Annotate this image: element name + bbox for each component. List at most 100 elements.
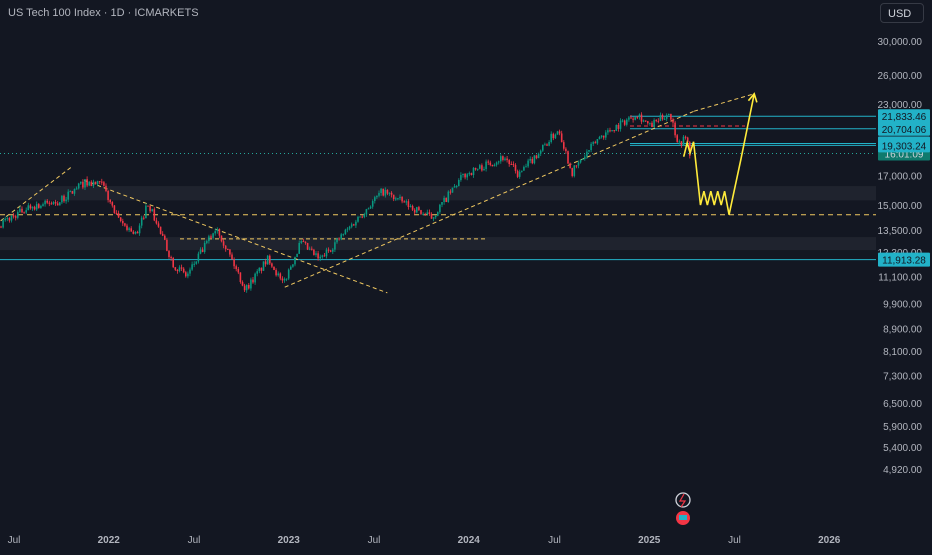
candle-body — [54, 202, 57, 204]
time-tick-label: Jul — [548, 535, 561, 546]
candle-body — [529, 158, 531, 161]
candle-body — [508, 160, 510, 165]
candle-body — [258, 267, 261, 272]
candle-body — [640, 114, 643, 122]
candle-body — [359, 216, 361, 218]
candle-body — [88, 181, 90, 186]
candle-body — [434, 215, 437, 218]
price-tick-label: 7,300.00 — [883, 371, 922, 382]
candle-body — [159, 226, 162, 234]
candle-body — [384, 189, 387, 196]
trendline — [693, 93, 755, 112]
candle-body — [548, 141, 550, 146]
candle-body — [550, 133, 552, 142]
candle-body — [613, 130, 615, 132]
candle-body — [75, 188, 78, 190]
price-label-text: 19,303.24 — [882, 141, 927, 152]
candle-body — [552, 133, 555, 139]
candle-body — [6, 218, 9, 220]
price-label-text: 11,913.28 — [882, 256, 926, 267]
candle-body — [233, 259, 235, 267]
candle-body — [94, 181, 97, 185]
candle-body — [71, 191, 74, 194]
candle-body — [77, 183, 80, 189]
time-tick-label: 2025 — [638, 535, 661, 546]
candle-body — [598, 136, 601, 140]
candle-body — [319, 256, 321, 259]
candle-body — [185, 272, 187, 277]
candle-body — [300, 241, 303, 243]
candle-body — [90, 181, 93, 187]
candle-body — [447, 191, 450, 202]
candle-body — [187, 273, 189, 277]
candle-body — [558, 131, 561, 134]
candle-body — [290, 266, 292, 270]
candle-body — [428, 212, 431, 215]
time-axis: Jul 2022 Jul 2023 Jul 2024 Jul 2025 Jul 2026 — [8, 535, 841, 546]
candle-body — [124, 223, 126, 226]
candle-body — [84, 179, 86, 188]
price-label-box — [878, 252, 930, 267]
candle-body — [67, 191, 69, 200]
candle-body — [518, 171, 521, 177]
candle-body — [686, 137, 689, 143]
candle-body — [485, 161, 487, 169]
candle-body — [27, 205, 30, 211]
candle-body — [273, 266, 275, 271]
candle-body — [628, 117, 630, 120]
candle-body — [571, 168, 573, 176]
candle-body — [395, 198, 397, 200]
candle-body — [128, 228, 130, 230]
candle-body — [174, 267, 177, 270]
candle-body — [134, 231, 137, 234]
tools — [675, 492, 691, 525]
candle-body — [332, 249, 334, 252]
candle-body — [516, 170, 519, 177]
candle-body — [140, 217, 143, 226]
flash-icon — [675, 492, 691, 508]
candle-body — [101, 181, 103, 183]
candle-body — [451, 187, 454, 193]
candle-body — [357, 216, 359, 222]
candle-body — [659, 114, 662, 121]
candle-body — [455, 186, 458, 188]
candle-body — [21, 208, 23, 213]
chart-title: US Tech 100 Index · 1D · ICMARKETS — [8, 7, 199, 19]
price-tick-label: 23,000.00 — [878, 100, 923, 111]
candle-body — [98, 181, 101, 183]
candle-body — [315, 253, 317, 255]
candle-body — [649, 122, 651, 124]
candle-body — [479, 165, 481, 169]
candle-body — [143, 217, 145, 219]
candle-body — [546, 144, 548, 146]
candle-body — [311, 248, 313, 250]
candle-body — [430, 214, 433, 219]
price-tick-label: 4,920.00 — [883, 465, 922, 476]
candle-body — [470, 173, 473, 175]
price-tick-label: 11,100.00 — [878, 272, 922, 283]
currency-button[interactable]: USD — [880, 3, 924, 23]
candle-body — [218, 229, 221, 236]
candle-body — [489, 162, 492, 165]
time-tick-label: 2026 — [818, 535, 841, 546]
candle-body — [31, 206, 34, 209]
candle-body — [17, 211, 19, 218]
candle-body — [155, 220, 158, 224]
candle-body — [170, 256, 172, 259]
candle-body — [630, 117, 632, 119]
candle-body — [229, 249, 231, 255]
candle-body — [338, 238, 340, 240]
candle-body — [208, 236, 210, 242]
candle-body — [342, 234, 345, 236]
candle-body — [462, 173, 464, 176]
candle-body — [644, 120, 647, 122]
candle-body — [487, 161, 489, 163]
candles — [0, 112, 691, 293]
candle-body — [472, 167, 475, 175]
candle-body — [262, 261, 265, 271]
candle-body — [386, 189, 389, 194]
candle-body — [178, 267, 181, 272]
candle-body — [283, 279, 286, 281]
